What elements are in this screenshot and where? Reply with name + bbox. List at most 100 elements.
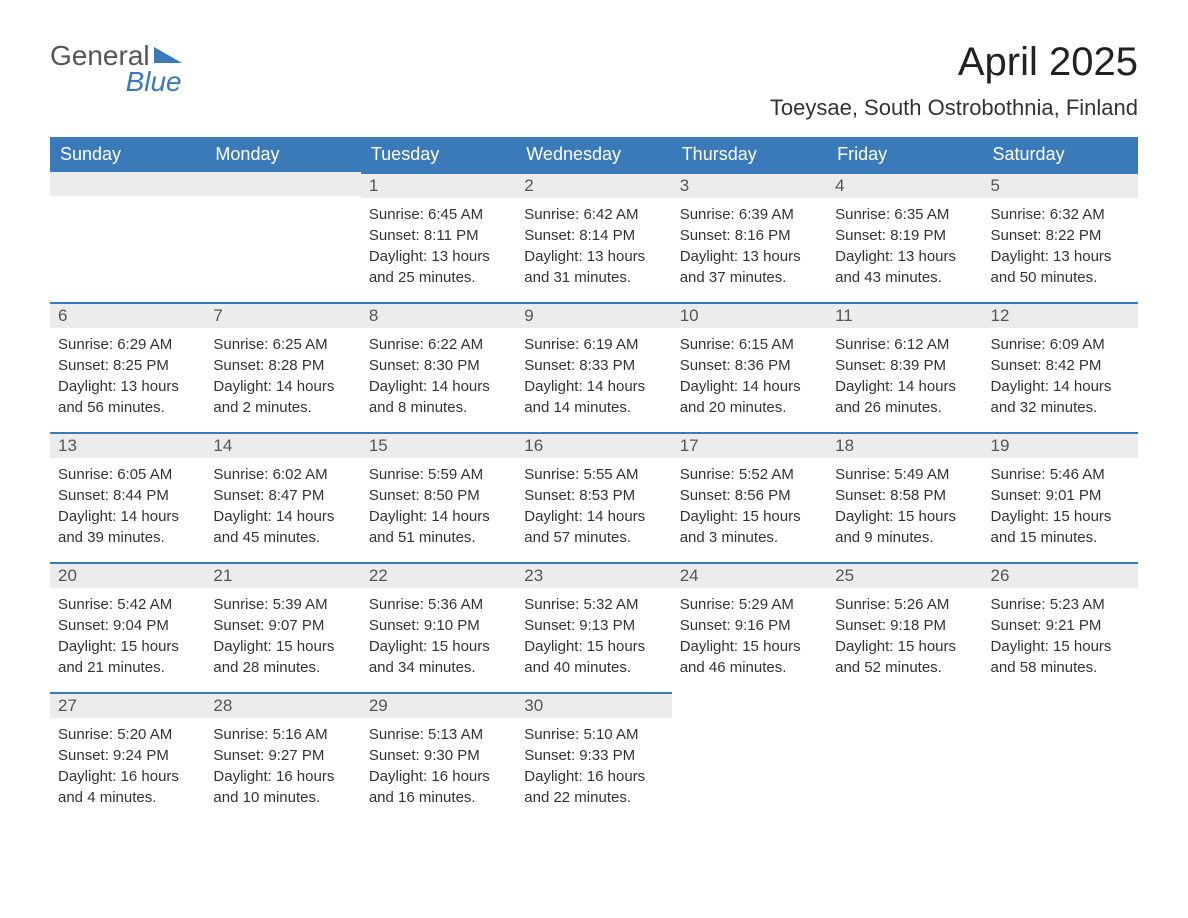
sunset-text: Sunset: 8:53 PM — [524, 485, 663, 506]
calendar-cell: 30Sunrise: 5:10 AMSunset: 9:33 PMDayligh… — [516, 692, 671, 822]
day-body: Sunrise: 5:16 AMSunset: 9:27 PMDaylight:… — [205, 718, 360, 814]
sunset-text: Sunset: 9:07 PM — [213, 615, 352, 636]
calendar-cell: 3Sunrise: 6:39 AMSunset: 8:16 PMDaylight… — [672, 172, 827, 302]
logo: GeneralBlue — [50, 40, 182, 98]
calendar-cell — [672, 692, 827, 822]
day-number: 15 — [361, 432, 516, 458]
day-number: 23 — [516, 562, 671, 588]
day-body: Sunrise: 6:45 AMSunset: 8:11 PMDaylight:… — [361, 198, 516, 294]
sunrise-text: Sunrise: 6:45 AM — [369, 204, 508, 225]
day-body: Sunrise: 5:55 AMSunset: 8:53 PMDaylight:… — [516, 458, 671, 554]
daylight-text: Daylight: 15 hours and 3 minutes. — [680, 506, 819, 548]
day-body: Sunrise: 6:05 AMSunset: 8:44 PMDaylight:… — [50, 458, 205, 554]
daylight-text: Daylight: 14 hours and 14 minutes. — [524, 376, 663, 418]
sunset-text: Sunset: 8:33 PM — [524, 355, 663, 376]
calendar-cell — [983, 692, 1138, 822]
calendar-cell — [205, 172, 360, 302]
calendar-cell: 10Sunrise: 6:15 AMSunset: 8:36 PMDayligh… — [672, 302, 827, 432]
day-body: Sunrise: 5:36 AMSunset: 9:10 PMDaylight:… — [361, 588, 516, 684]
daylight-text: Daylight: 15 hours and 40 minutes. — [524, 636, 663, 678]
logo-text-2: Blue — [126, 66, 182, 97]
calendar-cell: 19Sunrise: 5:46 AMSunset: 9:01 PMDayligh… — [983, 432, 1138, 562]
sunrise-text: Sunrise: 5:10 AM — [524, 724, 663, 745]
calendar-week: 1Sunrise: 6:45 AMSunset: 8:11 PMDaylight… — [50, 172, 1138, 302]
day-header-row: SundayMondayTuesdayWednesdayThursdayFrid… — [50, 137, 1138, 172]
empty-day — [50, 172, 205, 196]
sunrise-text: Sunrise: 6:12 AM — [835, 334, 974, 355]
sunset-text: Sunset: 8:16 PM — [680, 225, 819, 246]
location-label: Toeysae, South Ostrobothnia, Finland — [770, 95, 1138, 121]
calendar-cell: 21Sunrise: 5:39 AMSunset: 9:07 PMDayligh… — [205, 562, 360, 692]
sunset-text: Sunset: 9:18 PM — [835, 615, 974, 636]
day-number: 17 — [672, 432, 827, 458]
day-body: Sunrise: 6:19 AMSunset: 8:33 PMDaylight:… — [516, 328, 671, 424]
day-body: Sunrise: 5:59 AMSunset: 8:50 PMDaylight:… — [361, 458, 516, 554]
sunset-text: Sunset: 9:10 PM — [369, 615, 508, 636]
day-header: Thursday — [672, 137, 827, 172]
day-number: 25 — [827, 562, 982, 588]
day-body: Sunrise: 5:29 AMSunset: 9:16 PMDaylight:… — [672, 588, 827, 684]
sunset-text: Sunset: 9:16 PM — [680, 615, 819, 636]
logo-inner: GeneralBlue — [50, 40, 182, 98]
day-body: Sunrise: 6:42 AMSunset: 8:14 PMDaylight:… — [516, 198, 671, 294]
daylight-text: Daylight: 15 hours and 46 minutes. — [680, 636, 819, 678]
day-body: Sunrise: 6:15 AMSunset: 8:36 PMDaylight:… — [672, 328, 827, 424]
day-body: Sunrise: 5:52 AMSunset: 8:56 PMDaylight:… — [672, 458, 827, 554]
calendar-cell: 6Sunrise: 6:29 AMSunset: 8:25 PMDaylight… — [50, 302, 205, 432]
daylight-text: Daylight: 16 hours and 22 minutes. — [524, 766, 663, 808]
calendar-cell: 28Sunrise: 5:16 AMSunset: 9:27 PMDayligh… — [205, 692, 360, 822]
daylight-text: Daylight: 15 hours and 58 minutes. — [991, 636, 1130, 678]
sunrise-text: Sunrise: 6:02 AM — [213, 464, 352, 485]
sunset-text: Sunset: 8:47 PM — [213, 485, 352, 506]
day-number: 4 — [827, 172, 982, 198]
daylight-text: Daylight: 16 hours and 16 minutes. — [369, 766, 508, 808]
daylight-text: Daylight: 16 hours and 4 minutes. — [58, 766, 197, 808]
daylight-text: Daylight: 14 hours and 51 minutes. — [369, 506, 508, 548]
calendar-cell — [50, 172, 205, 302]
sunrise-text: Sunrise: 5:20 AM — [58, 724, 197, 745]
daylight-text: Daylight: 13 hours and 25 minutes. — [369, 246, 508, 288]
calendar-week: 13Sunrise: 6:05 AMSunset: 8:44 PMDayligh… — [50, 432, 1138, 562]
calendar-cell: 13Sunrise: 6:05 AMSunset: 8:44 PMDayligh… — [50, 432, 205, 562]
sunset-text: Sunset: 8:14 PM — [524, 225, 663, 246]
day-number: 28 — [205, 692, 360, 718]
calendar-cell: 4Sunrise: 6:35 AMSunset: 8:19 PMDaylight… — [827, 172, 982, 302]
sunrise-text: Sunrise: 6:22 AM — [369, 334, 508, 355]
sunset-text: Sunset: 8:22 PM — [991, 225, 1130, 246]
day-body: Sunrise: 5:39 AMSunset: 9:07 PMDaylight:… — [205, 588, 360, 684]
sunrise-text: Sunrise: 5:42 AM — [58, 594, 197, 615]
empty-day — [205, 172, 360, 196]
calendar-cell: 22Sunrise: 5:36 AMSunset: 9:10 PMDayligh… — [361, 562, 516, 692]
sunset-text: Sunset: 8:19 PM — [835, 225, 974, 246]
day-header: Saturday — [983, 137, 1138, 172]
daylight-text: Daylight: 15 hours and 28 minutes. — [213, 636, 352, 678]
day-body: Sunrise: 6:35 AMSunset: 8:19 PMDaylight:… — [827, 198, 982, 294]
day-number: 30 — [516, 692, 671, 718]
sunrise-text: Sunrise: 5:46 AM — [991, 464, 1130, 485]
sunset-text: Sunset: 9:21 PM — [991, 615, 1130, 636]
calendar-cell: 8Sunrise: 6:22 AMSunset: 8:30 PMDaylight… — [361, 302, 516, 432]
day-body: Sunrise: 6:39 AMSunset: 8:16 PMDaylight:… — [672, 198, 827, 294]
calendar-week: 27Sunrise: 5:20 AMSunset: 9:24 PMDayligh… — [50, 692, 1138, 822]
sunset-text: Sunset: 8:42 PM — [991, 355, 1130, 376]
day-number: 13 — [50, 432, 205, 458]
logo-triangle-icon — [154, 47, 182, 63]
day-number: 11 — [827, 302, 982, 328]
day-number: 9 — [516, 302, 671, 328]
sunrise-text: Sunrise: 6:05 AM — [58, 464, 197, 485]
sunset-text: Sunset: 8:28 PM — [213, 355, 352, 376]
sunset-text: Sunset: 9:27 PM — [213, 745, 352, 766]
day-number: 14 — [205, 432, 360, 458]
sunset-text: Sunset: 9:04 PM — [58, 615, 197, 636]
day-body: Sunrise: 5:32 AMSunset: 9:13 PMDaylight:… — [516, 588, 671, 684]
day-number: 22 — [361, 562, 516, 588]
calendar-cell: 15Sunrise: 5:59 AMSunset: 8:50 PMDayligh… — [361, 432, 516, 562]
day-number: 10 — [672, 302, 827, 328]
day-body: Sunrise: 6:02 AMSunset: 8:47 PMDaylight:… — [205, 458, 360, 554]
calendar-week: 6Sunrise: 6:29 AMSunset: 8:25 PMDaylight… — [50, 302, 1138, 432]
calendar-cell: 14Sunrise: 6:02 AMSunset: 8:47 PMDayligh… — [205, 432, 360, 562]
daylight-text: Daylight: 13 hours and 37 minutes. — [680, 246, 819, 288]
calendar-cell: 1Sunrise: 6:45 AMSunset: 8:11 PMDaylight… — [361, 172, 516, 302]
daylight-text: Daylight: 14 hours and 39 minutes. — [58, 506, 197, 548]
daylight-text: Daylight: 13 hours and 50 minutes. — [991, 246, 1130, 288]
